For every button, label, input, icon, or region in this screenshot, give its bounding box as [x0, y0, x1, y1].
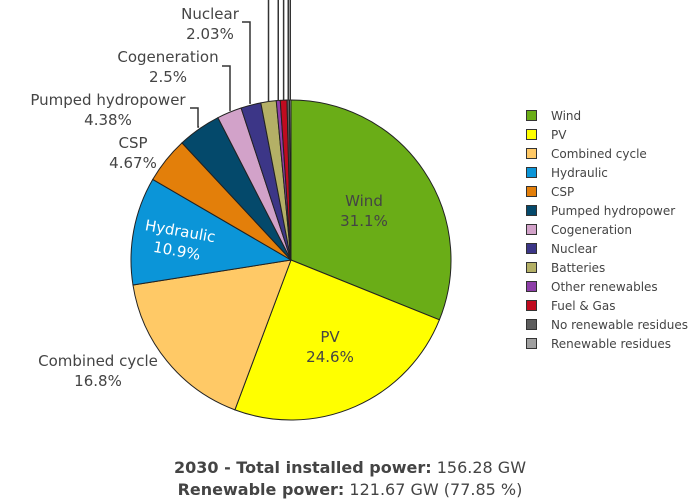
- legend-label: Other renewables: [551, 279, 658, 294]
- slice-wind[interactable]: [290, 99, 452, 321]
- legend-label: No renewable residues: [551, 317, 688, 332]
- leader-line-nuclear: [242, 21, 251, 104]
- legend-item-other-renewables[interactable]: Other renewables: [526, 277, 688, 296]
- legend-label: PV: [551, 127, 567, 142]
- legend-swatch: [526, 148, 537, 159]
- legend-swatch: [526, 110, 537, 121]
- legend-item-no-renewable-residues[interactable]: No renewable residues: [526, 315, 688, 334]
- slice-label-nuclear: Nuclear 2.03%: [181, 5, 240, 43]
- slice-label-pv: PV 24.6%: [306, 328, 354, 366]
- legend-label: Fuel & Gas: [551, 298, 616, 313]
- slice-hydraulic[interactable]: [130, 178, 293, 286]
- legend-label: CSP: [551, 184, 575, 199]
- footer-line-total: 2030 - Total installed power: 156.28 GW: [0, 457, 700, 479]
- legend-swatch: [526, 186, 537, 197]
- legend-label: Combined cycle: [551, 146, 647, 161]
- legend-item-fuel-gas[interactable]: Fuel & Gas: [526, 296, 688, 315]
- legend-swatch: [526, 224, 537, 235]
- footer-line-renewable: Renewable power: 121.67 GW (77.85 %): [0, 479, 700, 501]
- renewable-power-label: Renewable power:: [177, 480, 345, 499]
- legend-swatch: [526, 243, 537, 254]
- slice-combined-cycle[interactable]: [132, 259, 292, 411]
- legend-item-cogeneration[interactable]: Cogeneration: [526, 220, 688, 239]
- leader-line-cogeneration: [222, 65, 231, 112]
- legend-label: Hydraulic: [551, 165, 608, 180]
- total-power-value: 156.28 GW: [431, 458, 527, 477]
- legend-swatch: [526, 205, 537, 216]
- legend-item-nuclear[interactable]: Nuclear: [526, 239, 688, 258]
- legend-item-batteries[interactable]: Batteries: [526, 258, 688, 277]
- legend-swatch: [526, 319, 537, 330]
- legend-swatch: [526, 129, 537, 140]
- legend-swatch: [526, 300, 537, 311]
- legend-swatch: [526, 167, 537, 178]
- leader-line-pumped-hydropower: [190, 107, 200, 128]
- slice-label-cogeneration: Cogeneration 2.5%: [117, 48, 218, 86]
- legend-label: Cogeneration: [551, 222, 632, 237]
- legend-item-combined-cycle[interactable]: Combined cycle: [526, 144, 688, 163]
- legend-label: Renewable residues: [551, 336, 671, 351]
- slice-pv[interactable]: [234, 259, 441, 421]
- renewable-power-value: 121.67 GW (77.85 %): [344, 480, 523, 499]
- chart-footer: 2030 - Total installed power: 156.28 GW …: [0, 457, 700, 501]
- slice-label-wind: Wind 31.1%: [340, 192, 388, 230]
- legend-item-wind[interactable]: Wind: [526, 106, 688, 125]
- legend-swatch: [526, 338, 537, 349]
- legend-swatch: [526, 281, 537, 292]
- slice-label-combined-cycle: Combined cycle 16.8%: [38, 352, 158, 390]
- legend-item-pumped-hydropower[interactable]: Pumped hydropower: [526, 201, 688, 220]
- legend-label: Batteries: [551, 260, 606, 275]
- slice-label-pumped-hydropower: Pumped hydropower 4.38%: [30, 91, 186, 129]
- slice-label-csp: CSP 4.67%: [109, 134, 157, 172]
- total-power-label: 2030 - Total installed power:: [173, 458, 432, 477]
- legend-item-hydraulic[interactable]: Hydraulic: [526, 163, 688, 182]
- legend: Wind PV Combined cycle Hydraulic CSP Pumped h…: [526, 106, 688, 353]
- legend-label: Nuclear: [551, 241, 598, 256]
- legend-swatch: [526, 262, 537, 273]
- legend-item-csp[interactable]: CSP: [526, 182, 688, 201]
- legend-label: Pumped hydropower: [551, 203, 676, 218]
- legend-item-pv[interactable]: PV: [526, 125, 688, 144]
- legend-item-renewable-residues[interactable]: Renewable residues: [526, 334, 688, 353]
- legend-label: Wind: [551, 108, 582, 123]
